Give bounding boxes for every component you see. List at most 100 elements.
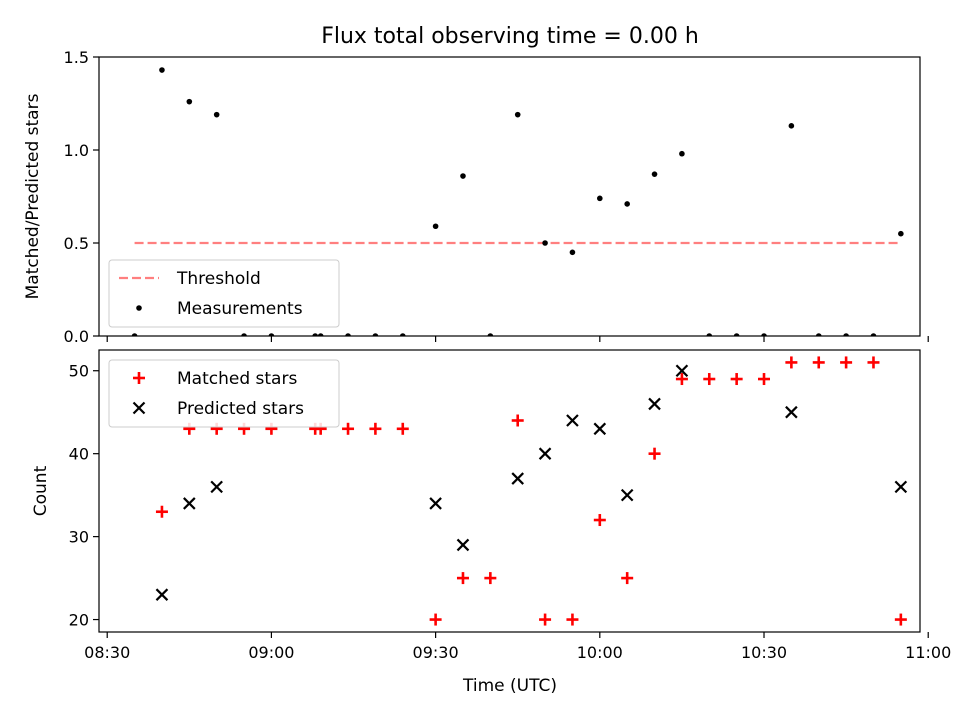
measurements-point bbox=[312, 333, 318, 336]
measurements-point bbox=[317, 333, 324, 336]
measurements-point bbox=[460, 173, 466, 179]
count-panel: 08:30 09:00 09:30 10:00 10:30 11:00 20 30 40 50 Co… bbox=[31, 349, 951, 662]
measurements-point bbox=[372, 333, 379, 336]
matched-stars-point bbox=[593, 514, 606, 527]
measurements-point bbox=[241, 333, 247, 336]
y-tick-label: 0.5 bbox=[64, 234, 89, 253]
matched-stars-point bbox=[511, 414, 524, 427]
x-tick-label: 09:00 bbox=[248, 643, 294, 662]
measurements-point bbox=[159, 67, 165, 73]
legend-measurements-handle bbox=[136, 305, 142, 311]
x-tick-label: 08:30 bbox=[84, 643, 130, 662]
predicted-stars-point bbox=[511, 472, 524, 485]
measurements-point bbox=[514, 111, 521, 118]
predicted-stars-point bbox=[429, 497, 442, 510]
predicted-stars-point bbox=[894, 480, 908, 494]
legend-measurements-label: Measurements bbox=[177, 299, 303, 319]
matched-stars-point bbox=[675, 373, 688, 386]
x-tick-label: 10:30 bbox=[741, 643, 787, 662]
matched-stars-point bbox=[867, 356, 880, 369]
predicted-stars-point bbox=[538, 447, 552, 460]
legend-matched-stars-label: Matched stars bbox=[177, 369, 297, 389]
predicted-stars-point bbox=[456, 538, 470, 552]
matched-stars-point bbox=[812, 356, 825, 369]
predicted-stars-point bbox=[155, 588, 169, 601]
measurements-point bbox=[345, 333, 351, 336]
predicted-stars-point-b bbox=[210, 480, 223, 494]
chart-title: Flux total observing time = 0.00 h bbox=[321, 24, 699, 49]
matched-stars-point bbox=[785, 356, 798, 369]
legend: Matched stars Predicted stars bbox=[108, 359, 340, 428]
matched-stars-point bbox=[155, 505, 168, 518]
predicted-stars-point-b bbox=[538, 447, 552, 460]
legend-box bbox=[108, 259, 340, 328]
legend-threshold-label: Threshold bbox=[176, 269, 261, 289]
predicted-stars-point-b bbox=[620, 488, 634, 502]
measurements-point bbox=[870, 333, 877, 336]
predicted-stars-point bbox=[183, 497, 196, 510]
plot-data bbox=[155, 356, 908, 626]
matched-stars-point bbox=[396, 422, 409, 435]
measurements-point bbox=[213, 111, 220, 118]
predicted-stars-point-b bbox=[183, 497, 196, 510]
measurements-point bbox=[131, 333, 138, 336]
measurements-point bbox=[733, 333, 740, 336]
y-tick-label: 50 bbox=[69, 362, 89, 381]
ratio-panel: 0.0 0.5 1.0 1.5 Matched/Predicted stars Thres… bbox=[23, 48, 929, 346]
predicted-stars-point-b bbox=[456, 538, 470, 552]
y-tick-label: 40 bbox=[69, 445, 89, 464]
matched-stars-point bbox=[621, 572, 634, 585]
measurements-point bbox=[569, 249, 576, 256]
predicted-stars-point-b bbox=[894, 480, 908, 494]
predicted-stars-point-b bbox=[566, 414, 579, 427]
measurements-point bbox=[761, 333, 767, 336]
x-tick-label: 11:00 bbox=[905, 643, 951, 662]
predicted-stars-point bbox=[785, 405, 798, 419]
measurements-point bbox=[679, 150, 685, 157]
predicted-stars-point-b bbox=[511, 472, 524, 485]
x-tick-label: 10:00 bbox=[577, 643, 623, 662]
predicted-stars-point bbox=[675, 364, 689, 378]
measurements-point bbox=[487, 333, 494, 336]
predicted-stars-point bbox=[620, 488, 634, 502]
plot-frame bbox=[98, 56, 921, 337]
matched-stars-point bbox=[758, 373, 771, 386]
matched-stars-point bbox=[703, 373, 716, 386]
matched-stars-point bbox=[369, 422, 382, 435]
legend-matched-stars-handle bbox=[133, 372, 145, 384]
legend-predicted-stars-handle bbox=[132, 401, 146, 415]
predicted-stars-point-b bbox=[593, 422, 607, 436]
measurements-point bbox=[815, 333, 822, 336]
x-tick-label: 09:30 bbox=[413, 643, 459, 662]
predicted-stars-point bbox=[648, 397, 661, 411]
y-tick-label: 1.0 bbox=[64, 141, 89, 160]
matched-stars-point bbox=[648, 447, 661, 460]
predicted-stars-point-b bbox=[155, 588, 169, 601]
measurements-point bbox=[268, 333, 275, 336]
predicted-stars-point-b bbox=[648, 397, 661, 411]
matched-stars-point bbox=[730, 373, 743, 386]
x-axis-label: Time (UTC) bbox=[462, 676, 557, 696]
legend-predicted-stars-handle-b bbox=[132, 401, 146, 415]
measurements-point bbox=[788, 123, 795, 129]
legend: Threshold Measurements bbox=[108, 259, 340, 328]
matched-stars-point bbox=[429, 613, 442, 626]
measurements-point bbox=[186, 98, 193, 105]
measurements-point bbox=[624, 201, 630, 207]
matched-stars-point bbox=[894, 613, 907, 626]
count-y-axis-label: Count bbox=[31, 465, 51, 516]
legend-box bbox=[108, 359, 340, 428]
measurements-point bbox=[597, 195, 603, 202]
measurements-point bbox=[432, 223, 439, 230]
plot-data bbox=[131, 67, 904, 336]
measurements-point bbox=[399, 333, 406, 336]
plot-frame bbox=[98, 349, 921, 633]
predicted-stars-point bbox=[210, 480, 223, 494]
y-tick-label: 20 bbox=[69, 611, 89, 630]
measurements-point bbox=[706, 333, 713, 336]
matched-stars-point bbox=[456, 572, 469, 585]
matched-stars-point bbox=[566, 613, 579, 626]
predicted-stars-point bbox=[593, 422, 607, 436]
